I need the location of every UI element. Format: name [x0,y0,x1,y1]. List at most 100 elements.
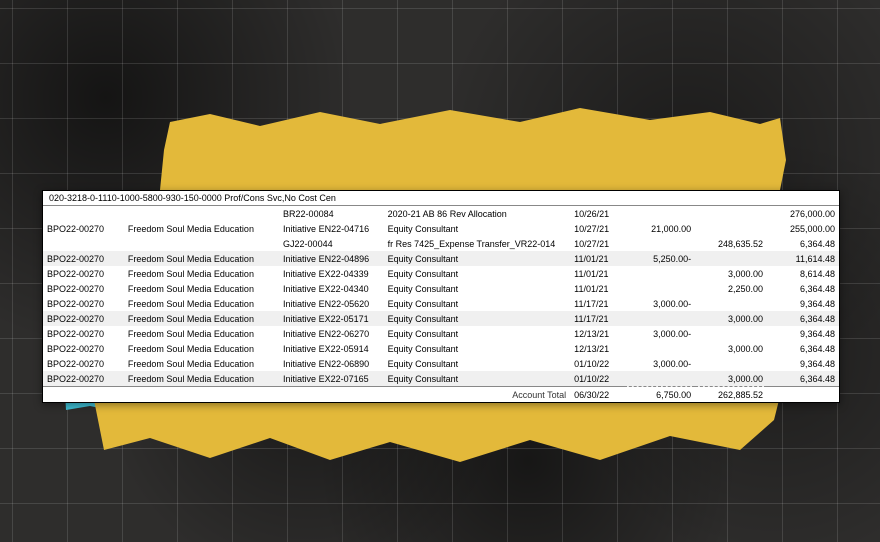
bpo-cell: BPO22-00270 [43,281,124,296]
description-cell: Equity Consultant [384,356,570,371]
total-spacer [43,387,384,403]
description-cell: Equity Consultant [384,326,570,341]
table-row: BPO22-00270Freedom Soul Media EducationI… [43,266,839,281]
date-cell: 10/27/21 [570,236,624,251]
table-row: BPO22-00270Freedom Soul Media EducationI… [43,356,839,371]
reference-cell: Initiative EN22-04896 [279,251,384,266]
date-cell: 11/01/21 [570,251,624,266]
date-cell: 11/17/21 [570,311,624,326]
description-cell: Equity Consultant [384,371,570,387]
date-cell: 11/01/21 [570,281,624,296]
total-amount2: 262,885.52 [695,387,767,403]
bpo-cell: BPO22-00270 [43,356,124,371]
amount3-cell: 8,614.48 [767,266,839,281]
table-row: BPO22-00270Freedom Soul Media EducationI… [43,326,839,341]
date-cell: 11/01/21 [570,266,624,281]
amount2-cell [695,251,767,266]
amount1-cell [624,341,695,356]
vendor-cell: Freedom Soul Media Education [124,296,279,311]
amount3-cell: 255,000.00 [767,221,839,236]
description-cell: Equity Consultant [384,266,570,281]
amount1-cell [624,371,695,387]
total-date: 06/30/22 [570,387,624,403]
reference-cell: Initiative EX22-05171 [279,311,384,326]
amount3-cell: 9,364.48 [767,296,839,311]
account-header: 020-3218-0-1110-1000-5800-930-150-0000 P… [43,191,839,206]
ledger-report: 020-3218-0-1110-1000-5800-930-150-0000 P… [42,190,840,403]
table-row: BPO22-00270Freedom Soul Media EducationI… [43,251,839,266]
reference-cell: Initiative EN22-05620 [279,296,384,311]
description-cell: fr Res 7425_Expense Transfer_VR22-014 [384,236,570,251]
bpo-cell: BPO22-00270 [43,326,124,341]
table-row: BR22-000842020-21 AB 86 Rev Allocation10… [43,206,839,221]
amount1-cell: 3,000.00- [624,356,695,371]
description-cell: Equity Consultant [384,341,570,356]
date-cell: 10/27/21 [570,221,624,236]
date-cell: 01/10/22 [570,356,624,371]
amount3-cell: 6,364.48 [767,281,839,296]
reference-cell: GJ22-00044 [279,236,384,251]
description-cell: Equity Consultant [384,311,570,326]
date-cell: 11/17/21 [570,296,624,311]
amount1-cell: 5,250.00- [624,251,695,266]
amount2-cell [695,326,767,341]
bpo-cell: BPO22-00270 [43,311,124,326]
amount1-cell [624,311,695,326]
infographic-canvas: 020-3218-0-1110-1000-5800-930-150-0000 P… [0,0,880,542]
vendor-cell: Freedom Soul Media Education [124,281,279,296]
amount1-cell: 3,000.00- [624,326,695,341]
bpo-cell: BPO22-00270 [43,341,124,356]
amount1-cell [624,236,695,251]
vendor-cell [124,206,279,221]
amount3-cell: 276,000.00 [767,206,839,221]
amount3-cell: 11,614.48 [767,251,839,266]
description-cell: Equity Consultant [384,221,570,236]
amount3-cell: 9,364.48 [767,356,839,371]
amount2-cell: 3,000.00 [695,371,767,387]
bpo-cell [43,206,124,221]
reference-cell: Initiative EX22-04339 [279,266,384,281]
description-cell: 2020-21 AB 86 Rev Allocation [384,206,570,221]
amount2-cell [695,206,767,221]
vendor-cell: Freedom Soul Media Education [124,371,279,387]
table-row: BPO22-00270Freedom Soul Media EducationI… [43,371,839,387]
vendor-cell [124,236,279,251]
date-cell: 10/26/21 [570,206,624,221]
total-amount3 [767,387,839,403]
amount1-cell [624,281,695,296]
amount1-cell [624,206,695,221]
bpo-cell: BPO22-00270 [43,266,124,281]
amount1-cell: 3,000.00- [624,296,695,311]
amount3-cell: 6,364.48 [767,371,839,387]
reference-cell: Initiative EN22-04716 [279,221,384,236]
bpo-cell: BPO22-00270 [43,296,124,311]
reference-cell: BR22-00084 [279,206,384,221]
vendor-cell: Freedom Soul Media Education [124,266,279,281]
amount2-cell: 3,000.00 [695,311,767,326]
total-label: Account Total [384,387,570,403]
amount3-cell: 6,364.48 [767,236,839,251]
total-row: Account Total06/30/226,750.00262,885.52 [43,387,839,403]
amount3-cell: 9,364.48 [767,326,839,341]
reference-cell: Initiative EX22-04340 [279,281,384,296]
bpo-cell: BPO22-00270 [43,221,124,236]
amount3-cell: 6,364.48 [767,341,839,356]
reference-cell: Initiative EN22-06270 [279,326,384,341]
amount1-cell: 21,000.00 [624,221,695,236]
reference-cell: Initiative EX22-07165 [279,371,384,387]
date-cell: 01/10/22 [570,371,624,387]
vendor-cell: Freedom Soul Media Education [124,311,279,326]
vendor-cell: Freedom Soul Media Education [124,326,279,341]
date-cell: 12/13/21 [570,341,624,356]
amount2-cell: 248,635.52 [695,236,767,251]
table-row: BPO22-00270Freedom Soul Media EducationI… [43,296,839,311]
table-row: GJ22-00044fr Res 7425_Expense Transfer_V… [43,236,839,251]
vendor-cell: Freedom Soul Media Education [124,356,279,371]
amount2-cell: 3,000.00 [695,341,767,356]
reference-cell: Initiative EN22-06890 [279,356,384,371]
amount2-cell: 2,250.00 [695,281,767,296]
amount2-cell [695,221,767,236]
bpo-cell [43,236,124,251]
amount1-cell [624,266,695,281]
table-row: BPO22-00270Freedom Soul Media EducationI… [43,221,839,236]
